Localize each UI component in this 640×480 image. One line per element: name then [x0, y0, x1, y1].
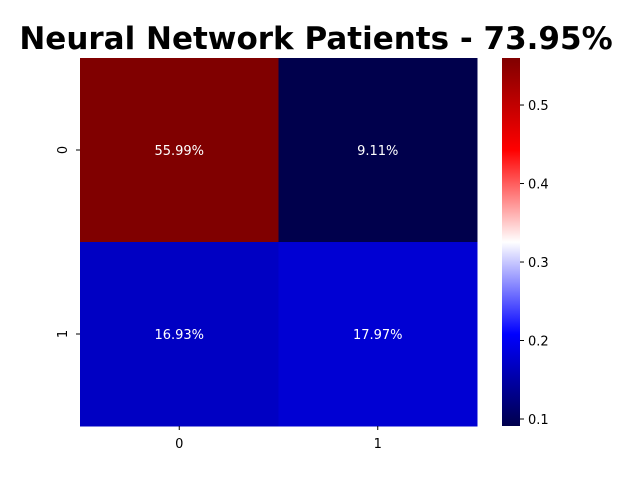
colorbar-gradient	[502, 58, 520, 426]
colorbar-tick-label: 0.2	[528, 335, 549, 350]
colorbar: 0.1 0.2 0.3 0.4 0.5	[502, 58, 549, 428]
y-tick-label: 1	[56, 330, 71, 338]
heatmap-cell	[278, 242, 478, 427]
colorbar-tick-label: 0.1	[528, 413, 549, 428]
heatmap-cell	[80, 242, 279, 427]
colorbar-tick-label: 0.3	[528, 256, 549, 271]
cell-value-label: 55.99%	[154, 144, 204, 159]
cell-value-label: 17.97%	[353, 328, 403, 343]
cell-value-label: 9.11%	[357, 144, 398, 159]
x-tick-label: 0	[175, 437, 183, 452]
y-axis: 01	[56, 146, 80, 338]
x-tick-label: 1	[374, 437, 382, 452]
heatmap-cells: 55.99% 9.11% 16.93% 17.97%	[80, 58, 478, 427]
chart-title: Neural Network Patients - 73.95%	[19, 21, 612, 57]
heatmap-cell	[278, 58, 478, 243]
cell-value-label: 16.93%	[154, 328, 204, 343]
heatmap-cell	[80, 58, 279, 243]
colorbar-tick-label: 0.4	[528, 178, 549, 193]
colorbar-tick-label: 0.5	[528, 99, 549, 114]
y-tick-label: 0	[56, 146, 71, 154]
